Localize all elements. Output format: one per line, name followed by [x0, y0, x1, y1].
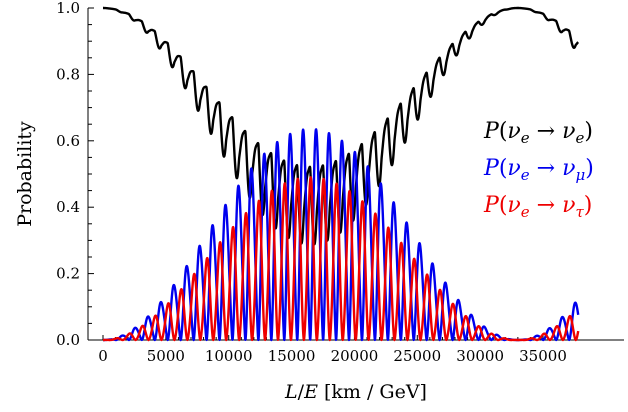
- y-tick-label: 1.0: [56, 0, 80, 17]
- x-tick-label: 20000: [331, 347, 379, 365]
- y-axis-title: Probability: [14, 121, 36, 227]
- y-tick-label: 0.6: [56, 132, 80, 150]
- legend-entry-etau: P(νe → ντ): [483, 193, 592, 221]
- y-ticks: 0.0 0.2 0.4 0.6 0.8 1.0: [56, 0, 94, 349]
- series-line-etau: [101, 176, 580, 342]
- legend-entry-emu: P(νe → νμ): [483, 156, 594, 184]
- series-group: [101, 6, 580, 342]
- y-tick-label: 0.0: [56, 331, 80, 349]
- x-tick-label: 15000: [268, 347, 316, 365]
- legend-entry-ee: P(νe → νe): [483, 119, 593, 147]
- x-tick-label: 10000: [205, 347, 253, 365]
- y-tick-label: 0.8: [56, 65, 80, 83]
- x-tick-label: 35000: [519, 347, 567, 365]
- x-ticks: 0 5000 10000 15000 20000 25000 30000 35000: [98, 335, 569, 365]
- x-tick-label: 30000: [456, 347, 504, 365]
- x-tick-label: 0: [98, 347, 108, 365]
- series-line-emu: [101, 128, 580, 342]
- y-tick-label: 0.2: [56, 265, 80, 283]
- y-tick-label: 0.4: [56, 198, 80, 216]
- x-tick-label: 25000: [393, 347, 441, 365]
- legend: P(νe → νe) P(νe → νμ) P(νe → ντ): [483, 119, 594, 221]
- x-axis-title: L/E [km / GeV]: [284, 381, 427, 403]
- series-line-ee: [101, 6, 580, 246]
- x-tick-label: 5000: [147, 347, 185, 365]
